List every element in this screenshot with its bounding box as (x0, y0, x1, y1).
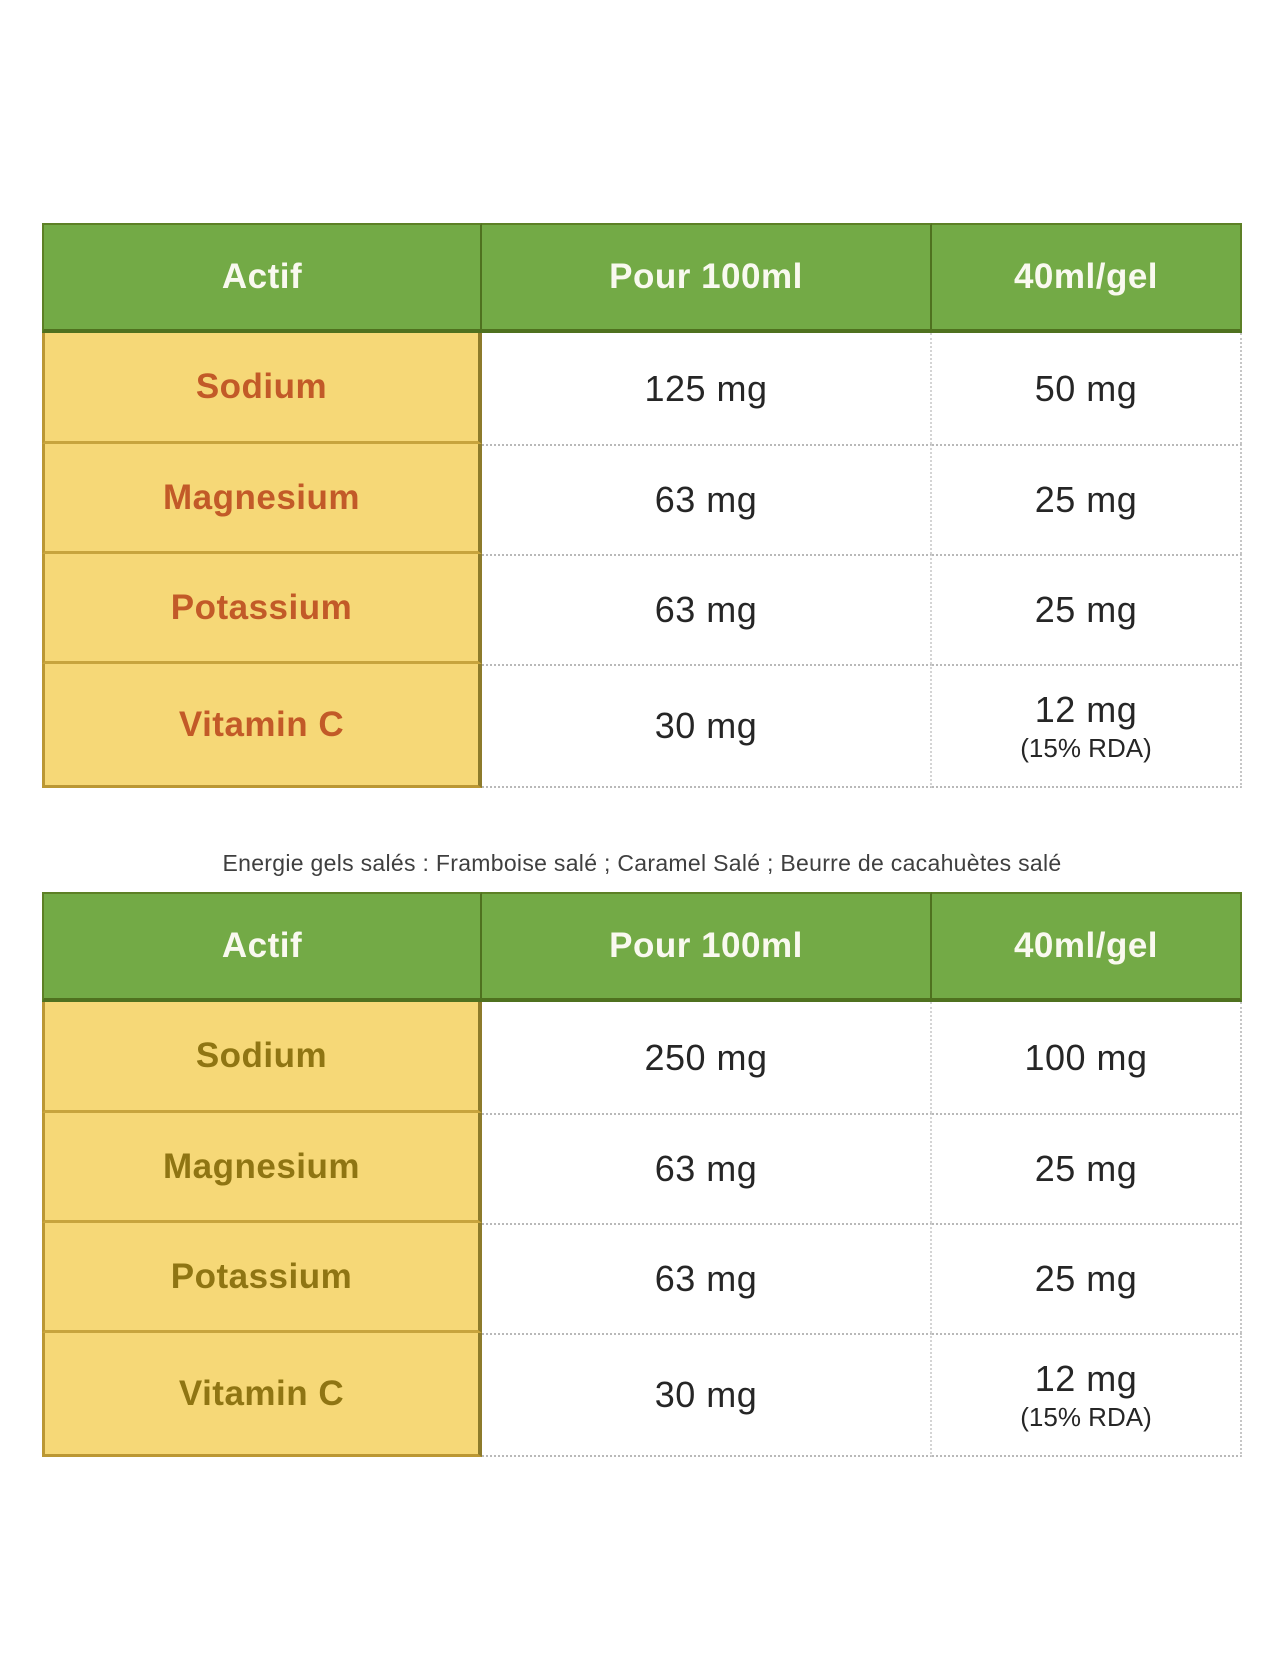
t1-vitamin-c-per-gel-cell: 12 mg (15% RDA) (932, 664, 1242, 788)
table-row: Vitamin C 30 mg 12 mg (15% RDA) (42, 664, 1242, 788)
cell-value: 30 mg (654, 1374, 758, 1415)
table-1-header-actif: Actif (42, 223, 482, 333)
t1-magnesium-label-cell: Magnesium (42, 444, 482, 554)
t2-magnesium-per100ml-cell: 63 mg (482, 1113, 932, 1223)
table-row: Potassium 63 mg 25 mg (42, 1223, 1242, 1333)
header-label: Pour 100ml (609, 257, 803, 296)
row-label: Sodium (195, 367, 328, 406)
t2-vitamin-c-per-gel-cell: 12 mg (15% RDA) (932, 1333, 1242, 1457)
cell-value: 25 mg (1034, 479, 1138, 520)
t1-sodium-label-cell: Sodium (42, 333, 482, 444)
cell-value: 25 mg (1034, 589, 1138, 630)
header-label: Actif (221, 257, 303, 296)
t1-sodium-per100ml-cell: 125 mg (482, 333, 932, 444)
cell-value-note: (15% RDA) (1020, 1401, 1152, 1432)
table-2-header-40ml-gel: 40ml/gel (932, 892, 1242, 1002)
table-1-header-row: Actif Pour 100ml 40ml/gel (42, 223, 1242, 333)
t1-potassium-label-cell: Potassium (42, 554, 482, 664)
table-2-header-actif: Actif (42, 892, 482, 1002)
cell-value: 25 mg (1034, 1148, 1138, 1189)
cell-value: 63 mg (654, 1258, 758, 1299)
table-2-caption: Energie gels salés : Framboise salé ; Ca… (222, 850, 1062, 876)
table-2-header-pour-100ml: Pour 100ml (482, 892, 932, 1002)
t2-potassium-per-gel-cell: 25 mg (932, 1223, 1242, 1333)
row-label: Potassium (170, 1256, 353, 1296)
cell-value: 100 mg (1024, 1036, 1148, 1078)
t2-sodium-per100ml-cell: 250 mg (482, 1002, 932, 1113)
table-1-header-40ml-gel: 40ml/gel (932, 223, 1242, 333)
table-row: Potassium 63 mg 25 mg (42, 554, 1242, 664)
row-label: Potassium (170, 587, 353, 627)
t1-magnesium-per100ml-cell: 63 mg (482, 444, 932, 554)
cell-value: 250 mg (644, 1036, 768, 1078)
row-label: Vitamin C (178, 1373, 345, 1413)
cell-value: 25 mg (1034, 1258, 1138, 1299)
t2-magnesium-per-gel-cell: 25 mg (932, 1113, 1242, 1223)
t2-potassium-per100ml-cell: 63 mg (482, 1223, 932, 1333)
cell-value: 12 mg (1034, 688, 1138, 730)
t2-vitamin-c-label-cell: Vitamin C (42, 1333, 482, 1457)
cell-value: 125 mg (644, 367, 768, 409)
header-label: Actif (221, 926, 303, 965)
t2-magnesium-label-cell: Magnesium (42, 1113, 482, 1223)
t1-vitamin-c-per100ml-cell: 30 mg (482, 664, 932, 788)
t1-magnesium-per-gel-cell: 25 mg (932, 444, 1242, 554)
t2-sodium-label-cell: Sodium (42, 1002, 482, 1113)
table-row: Magnesium 63 mg 25 mg (42, 444, 1242, 554)
cell-value: 12 mg (1034, 1357, 1138, 1399)
row-label: Sodium (195, 1036, 328, 1075)
header-label: 40ml/gel (1013, 257, 1159, 296)
row-label: Magnesium (162, 1146, 361, 1186)
cell-value: 63 mg (654, 479, 758, 520)
cell-value: 50 mg (1034, 367, 1138, 409)
cell-value: 63 mg (654, 589, 758, 630)
t2-sodium-per-gel-cell: 100 mg (932, 1002, 1242, 1113)
cell-value: 30 mg (654, 705, 758, 746)
table-row: Magnesium 63 mg 25 mg (42, 1113, 1242, 1223)
cell-value: 63 mg (654, 1148, 758, 1189)
header-label: 40ml/gel (1013, 926, 1159, 965)
t2-potassium-label-cell: Potassium (42, 1223, 482, 1333)
table-row: Vitamin C 30 mg 12 mg (15% RDA) (42, 1333, 1242, 1457)
table-row: Sodium 125 mg 50 mg (42, 333, 1242, 444)
table-2-header-row: Actif Pour 100ml 40ml/gel (42, 892, 1242, 1002)
header-label: Pour 100ml (609, 926, 803, 965)
nutrition-table-2: Actif Pour 100ml 40ml/gel Sodium 250 mg … (42, 892, 1242, 1457)
table-1-header-pour-100ml: Pour 100ml (482, 223, 932, 333)
t1-potassium-per100ml-cell: 63 mg (482, 554, 932, 664)
table-row: Sodium 250 mg 100 mg (42, 1002, 1242, 1113)
row-label: Vitamin C (178, 704, 345, 744)
cell-value-note: (15% RDA) (1020, 732, 1152, 763)
t2-vitamin-c-per100ml-cell: 30 mg (482, 1333, 932, 1457)
t1-potassium-per-gel-cell: 25 mg (932, 554, 1242, 664)
t1-vitamin-c-label-cell: Vitamin C (42, 664, 482, 788)
row-label: Magnesium (162, 477, 361, 517)
nutrition-table-1: Actif Pour 100ml 40ml/gel Sodium 125 mg … (42, 223, 1242, 788)
t1-sodium-per-gel-cell: 50 mg (932, 333, 1242, 444)
